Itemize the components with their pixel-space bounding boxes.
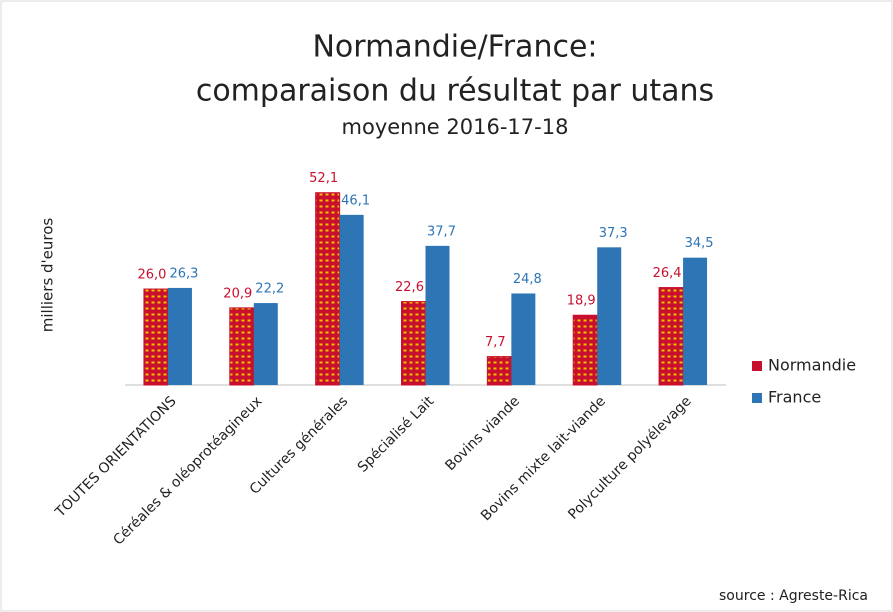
chart-subtitle: moyenne 2016-17-18 bbox=[342, 115, 569, 139]
bar bbox=[315, 192, 341, 386]
chart-title: Normandie/France: bbox=[312, 30, 597, 65]
data-label: 7,7 bbox=[485, 335, 506, 350]
y-axis-label: milliers d'euros bbox=[39, 218, 57, 333]
bar bbox=[486, 356, 512, 386]
source: source : Agreste-Rica bbox=[719, 588, 868, 604]
legend-label: Normandie bbox=[768, 356, 856, 375]
data-label: 26,0 bbox=[137, 268, 166, 283]
data-label: 37,3 bbox=[599, 226, 628, 241]
bar bbox=[229, 307, 255, 386]
bar bbox=[339, 214, 364, 385]
data-label: 24,8 bbox=[513, 272, 542, 287]
bar bbox=[597, 247, 622, 385]
bar bbox=[167, 287, 192, 385]
bar bbox=[572, 314, 598, 386]
bar bbox=[683, 257, 708, 385]
data-label: 20,9 bbox=[223, 286, 252, 301]
legend-swatch bbox=[752, 393, 762, 403]
data-label: 46,1 bbox=[341, 193, 370, 208]
data-label: 26,3 bbox=[169, 266, 198, 281]
legend-label: France bbox=[768, 388, 821, 407]
data-label: 22,6 bbox=[395, 280, 424, 295]
data-label: 37,7 bbox=[427, 224, 456, 239]
data-label: 22,2 bbox=[255, 282, 284, 297]
data-label: 18,9 bbox=[567, 294, 596, 309]
chart-title: comparaison du résultat par utans bbox=[196, 74, 714, 109]
data-label: 26,4 bbox=[653, 266, 682, 281]
bar bbox=[511, 293, 536, 385]
bar bbox=[253, 303, 278, 385]
data-label: 52,1 bbox=[309, 171, 338, 186]
bar bbox=[425, 245, 450, 385]
legend-swatch bbox=[752, 361, 762, 371]
bar bbox=[658, 287, 684, 386]
bar bbox=[401, 301, 426, 386]
bar bbox=[143, 288, 169, 386]
data-label: 34,5 bbox=[685, 236, 714, 251]
